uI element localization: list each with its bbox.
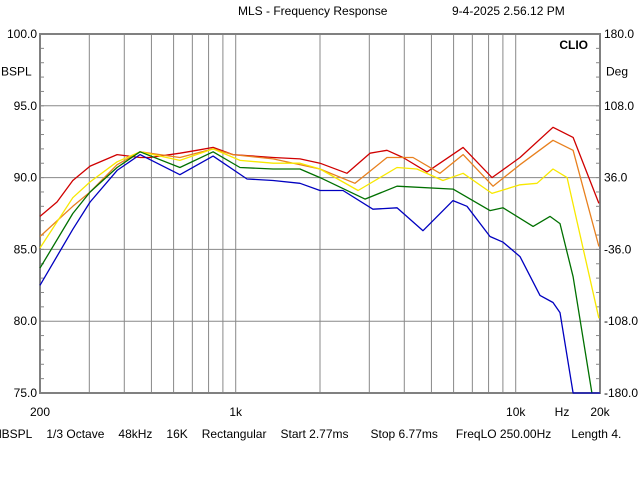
series-line-green: [39, 151, 593, 394]
series-line-blue: [39, 153, 600, 394]
y2-tick-label: -108.0: [604, 314, 638, 328]
status-unit: dBSPL: [0, 427, 33, 441]
y-tick-label: 100.0: [7, 27, 37, 41]
series-line-red: [39, 126, 600, 217]
y-tick-label: 95.0: [14, 99, 38, 113]
status-samplerate: 48kHz: [118, 427, 153, 441]
status-bar: dBSPL 1/3 Octave 48kHz 16K Rectangular S…: [0, 427, 635, 441]
y2-tick-label: -180.0: [604, 386, 638, 400]
y-tick-label: 85.0: [14, 242, 38, 256]
clio-logo: CLIO: [559, 38, 588, 52]
x-axis-label: Hz: [555, 405, 570, 419]
y-tick-label: 75.0: [14, 386, 38, 400]
x-tick-label: 200: [30, 405, 50, 419]
status-size: 16K: [166, 427, 188, 441]
y2-tick-label: 108.0: [604, 99, 634, 113]
y-tick-label: 90.0: [14, 171, 38, 185]
status-smoothing: 1/3 Octave: [46, 427, 105, 441]
plot-frame: [39, 33, 601, 394]
y2-tick-label: -36.0: [604, 242, 632, 256]
y2-tick-label: 36.0: [604, 171, 628, 185]
status-start: Start 2.77ms: [280, 427, 349, 441]
status-window: Rectangular: [201, 427, 267, 441]
status-stop: Stop 6.77ms: [370, 427, 438, 441]
status-freqlo: FreqLO 250.00Hz: [455, 427, 552, 441]
y2-axis-label: Deg: [606, 64, 628, 78]
x-tick-label: 1k: [229, 405, 243, 419]
series-line-yellow: [39, 148, 600, 319]
x-tick-label: 20k: [590, 405, 610, 419]
chart-title: MLS - Frequency Response: [238, 4, 388, 18]
x-tick-label: 10k: [506, 405, 526, 419]
status-length: Length 4.: [571, 427, 622, 441]
y-tick-label: 80.0: [14, 314, 38, 328]
series-line-orange: [39, 139, 600, 247]
timestamp: 9-4-2025 2.56.12 PM: [452, 4, 565, 18]
y-axis-label: BSPL: [1, 64, 32, 78]
y2-tick-label: 180.0: [604, 27, 634, 41]
